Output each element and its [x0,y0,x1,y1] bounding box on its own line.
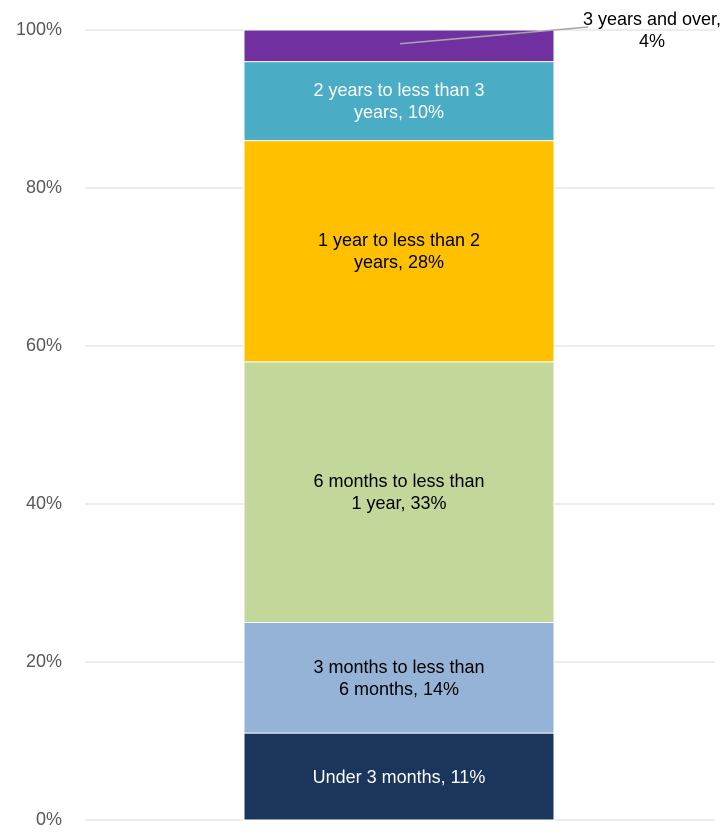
data-label: 1 year to less than 2 years, 28% [317,230,481,273]
data-label: 2 years to less than 3 years, 10% [313,80,485,123]
bar-segment [243,361,555,623]
y-tick-label: 60% [26,335,62,355]
data-label: 6 months to less than 1 year, 33% [313,471,485,514]
y-tick-label: 20% [26,651,62,671]
data-label: 3 years and over, 4% [582,9,720,51]
bar-segment [243,61,555,142]
y-tick-label: 40% [26,493,62,513]
bar-segment [243,622,555,734]
y-tick-label: 100% [16,19,62,39]
bar-segment [243,732,555,821]
data-label: 3 months to less than 6 months, 14% [313,656,485,699]
y-tick-label: 80% [26,177,62,197]
y-tick-label: 0% [36,809,62,829]
leader-line [399,26,589,45]
data-label: Under 3 months, 11% [312,766,486,787]
